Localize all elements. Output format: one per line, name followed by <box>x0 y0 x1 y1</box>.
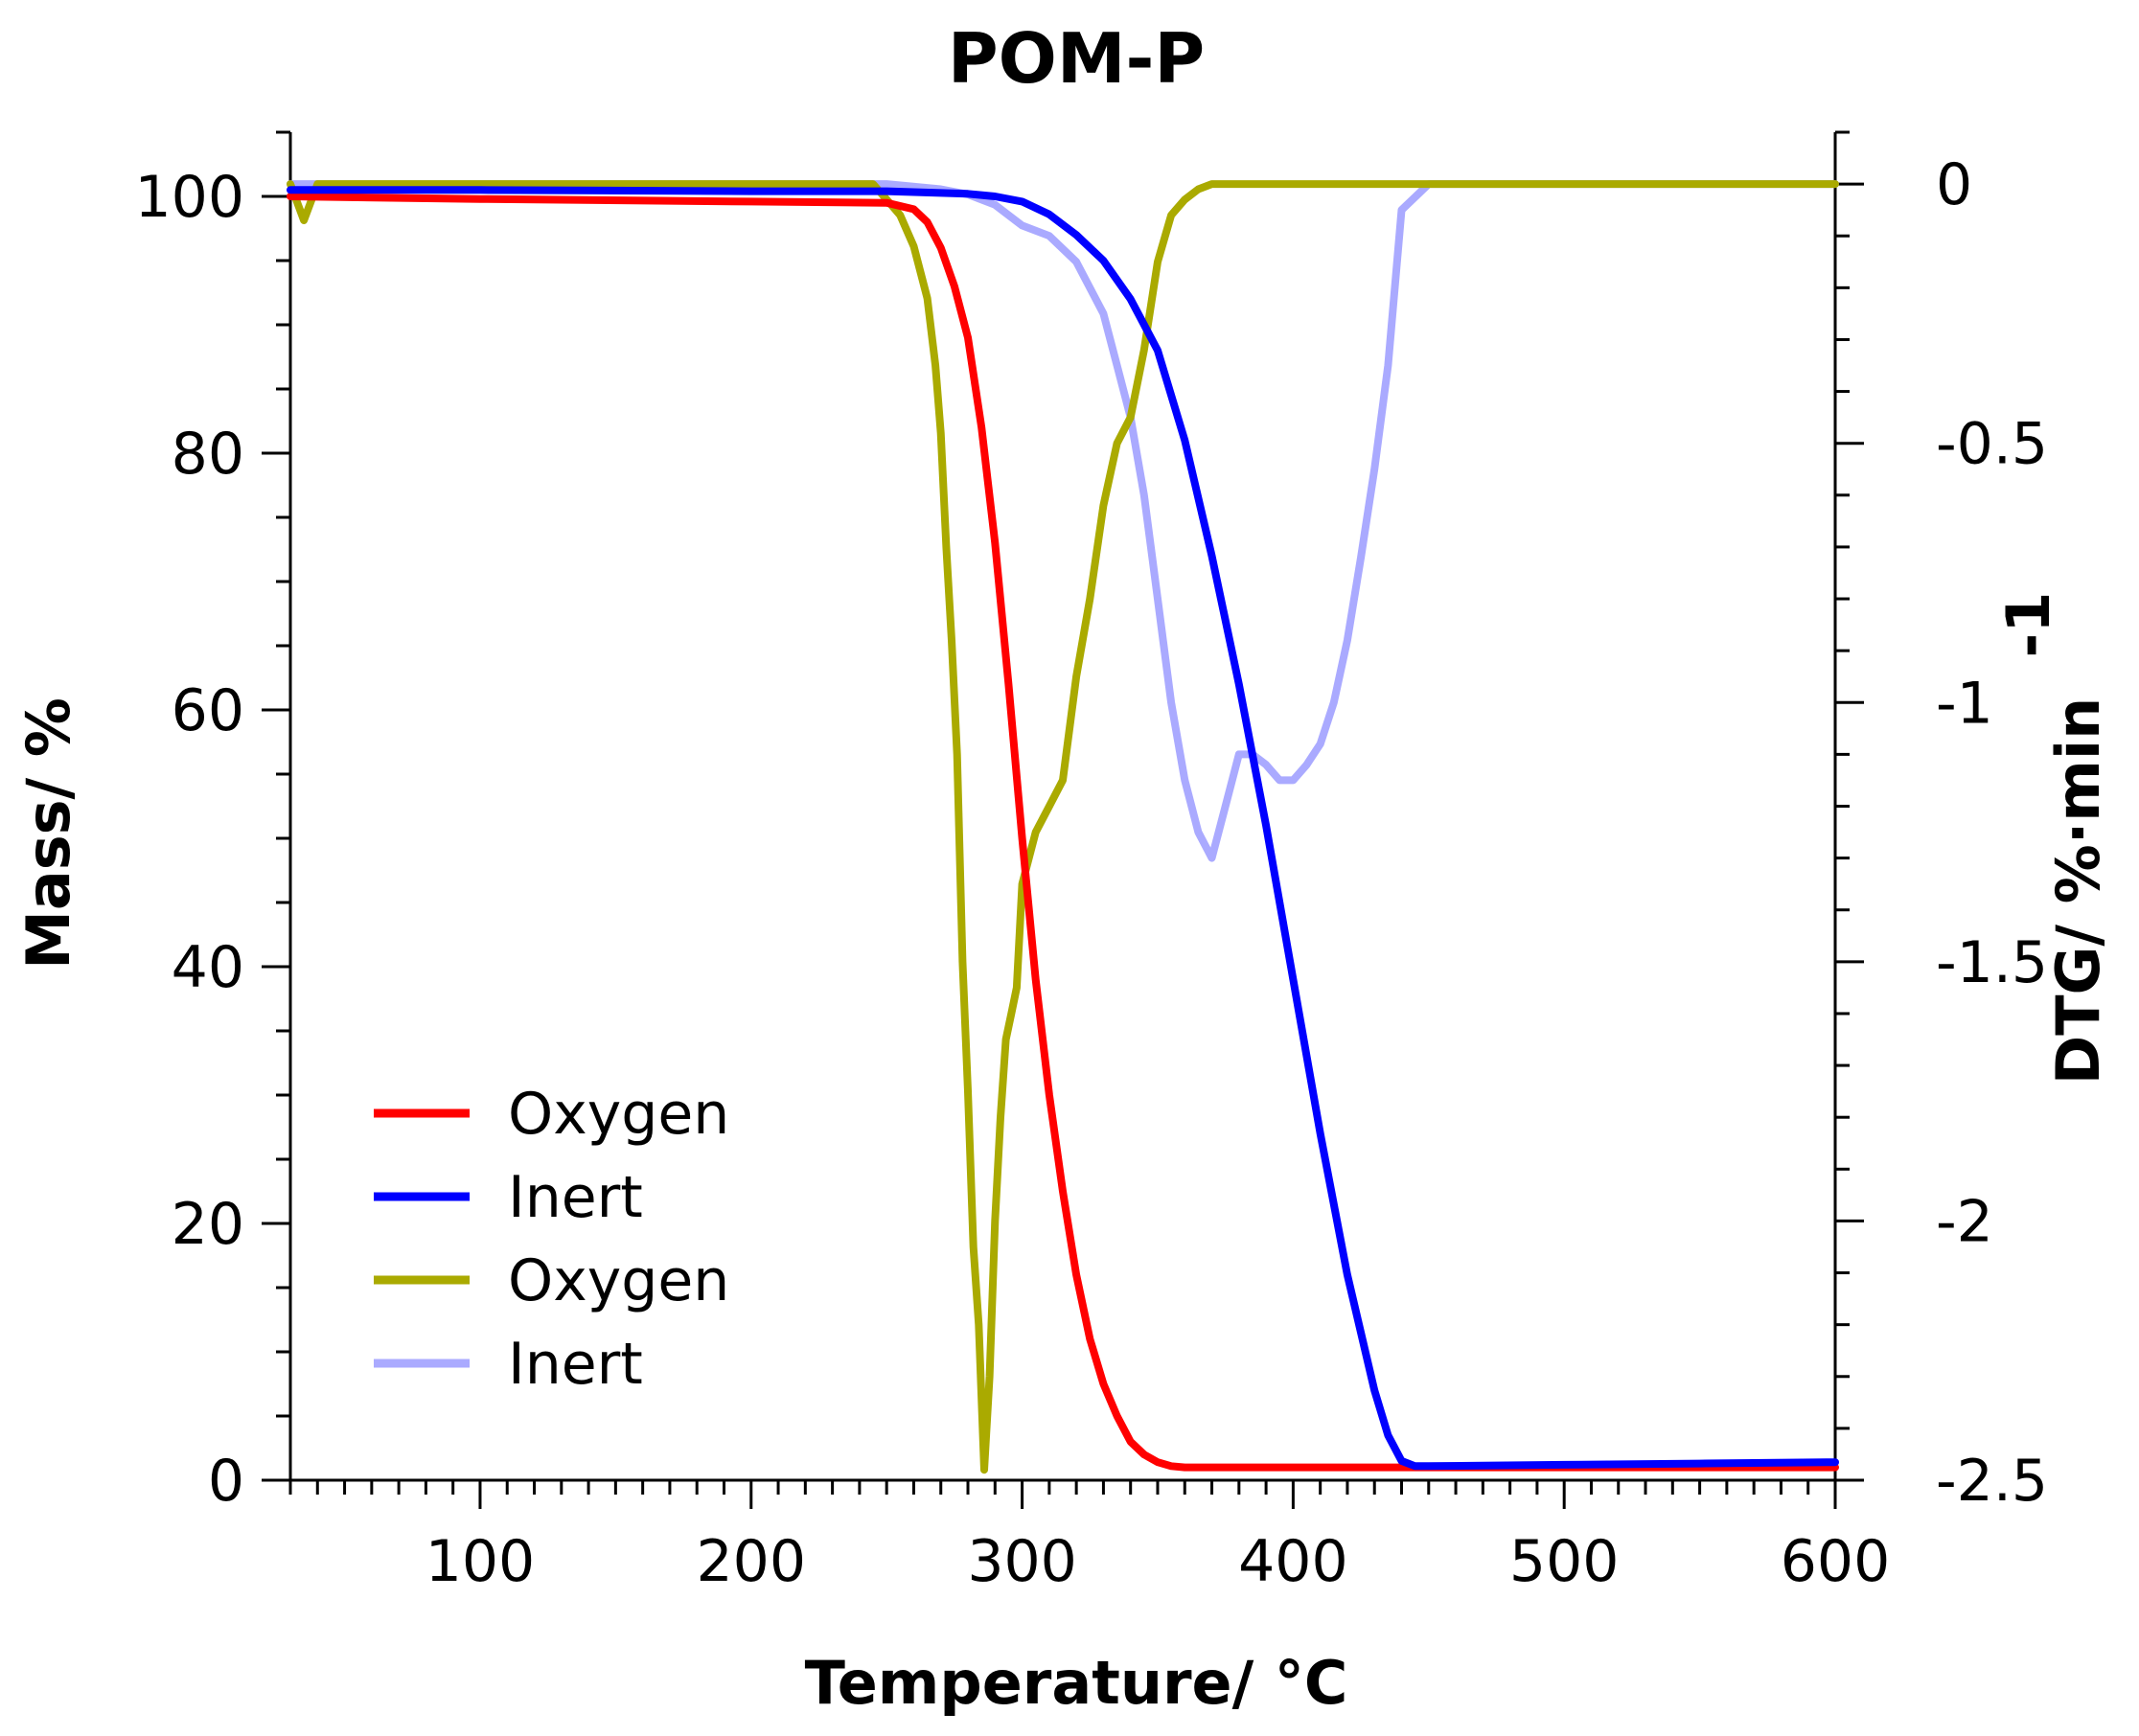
y-right-axis-label-superscript: -1 <box>1993 592 2063 658</box>
y-left-tick-label: 20 <box>172 1191 244 1258</box>
y-left-axis-ticks: 0 20 40 60 80 100 <box>134 130 290 1515</box>
x-axis-label: Temperature/ °C <box>805 1648 1348 1718</box>
y-right-axis-label-group: DTG/ %·min -1 <box>1993 592 2113 1085</box>
legend-entry: Oxygen <box>374 1081 729 1148</box>
y-left-axis-label: Mass/ % <box>13 697 83 970</box>
legend: Oxygen Inert Oxygen Inert <box>374 1081 729 1398</box>
y-left-tick-label: 40 <box>172 934 244 1001</box>
legend-entry: Inert <box>374 1164 643 1231</box>
y-right-tick-label: -2.5 <box>1936 1448 2048 1515</box>
legend-entry: Inert <box>374 1331 643 1398</box>
x-tick-label: 500 <box>1509 1528 1620 1595</box>
series-layer <box>287 180 1839 1474</box>
mass-oxygen-series-line <box>287 193 1839 1472</box>
y-left-tick-label: 100 <box>134 164 244 231</box>
y-right-tick-label: -2 <box>1936 1188 1993 1255</box>
x-axis-ticks: 100 200 300 400 500 600 <box>288 1480 1891 1595</box>
x-tick-label: 400 <box>1238 1528 1348 1595</box>
dtg-oxygen-series-line <box>287 180 1839 1474</box>
y-right-axis-label: DTG/ %·min <box>2043 697 2113 1085</box>
mass-inert-series-line <box>287 186 1839 1471</box>
y-right-tick-label: -1 <box>1936 670 1993 737</box>
y-right-axis-ticks: 0 -0.5 -1 -1.5 -2 -2.5 <box>1835 130 2048 1515</box>
y-right-tick-label: -1.5 <box>1936 929 2048 996</box>
y-left-tick-label: 80 <box>172 421 244 488</box>
x-tick-label: 600 <box>1781 1528 1891 1595</box>
y-left-tick-label: 0 <box>208 1448 244 1515</box>
y-right-tick-label: -0.5 <box>1936 411 2048 478</box>
x-tick-label: 200 <box>697 1528 807 1595</box>
legend-label-dtg-inert: Inert <box>508 1331 643 1398</box>
legend-label-dtg-oxygen: Oxygen <box>508 1247 729 1314</box>
legend-label-mass-inert: Inert <box>508 1164 643 1231</box>
y-right-tick-label: 0 <box>1936 151 1972 218</box>
y-left-tick-label: 60 <box>172 677 244 744</box>
legend-entry: Oxygen <box>374 1247 729 1314</box>
x-tick-label: 100 <box>426 1528 536 1595</box>
x-tick-label: 300 <box>967 1528 1077 1595</box>
legend-label-mass-oxygen: Oxygen <box>508 1081 729 1148</box>
chart-title: POM-P <box>948 18 1205 99</box>
